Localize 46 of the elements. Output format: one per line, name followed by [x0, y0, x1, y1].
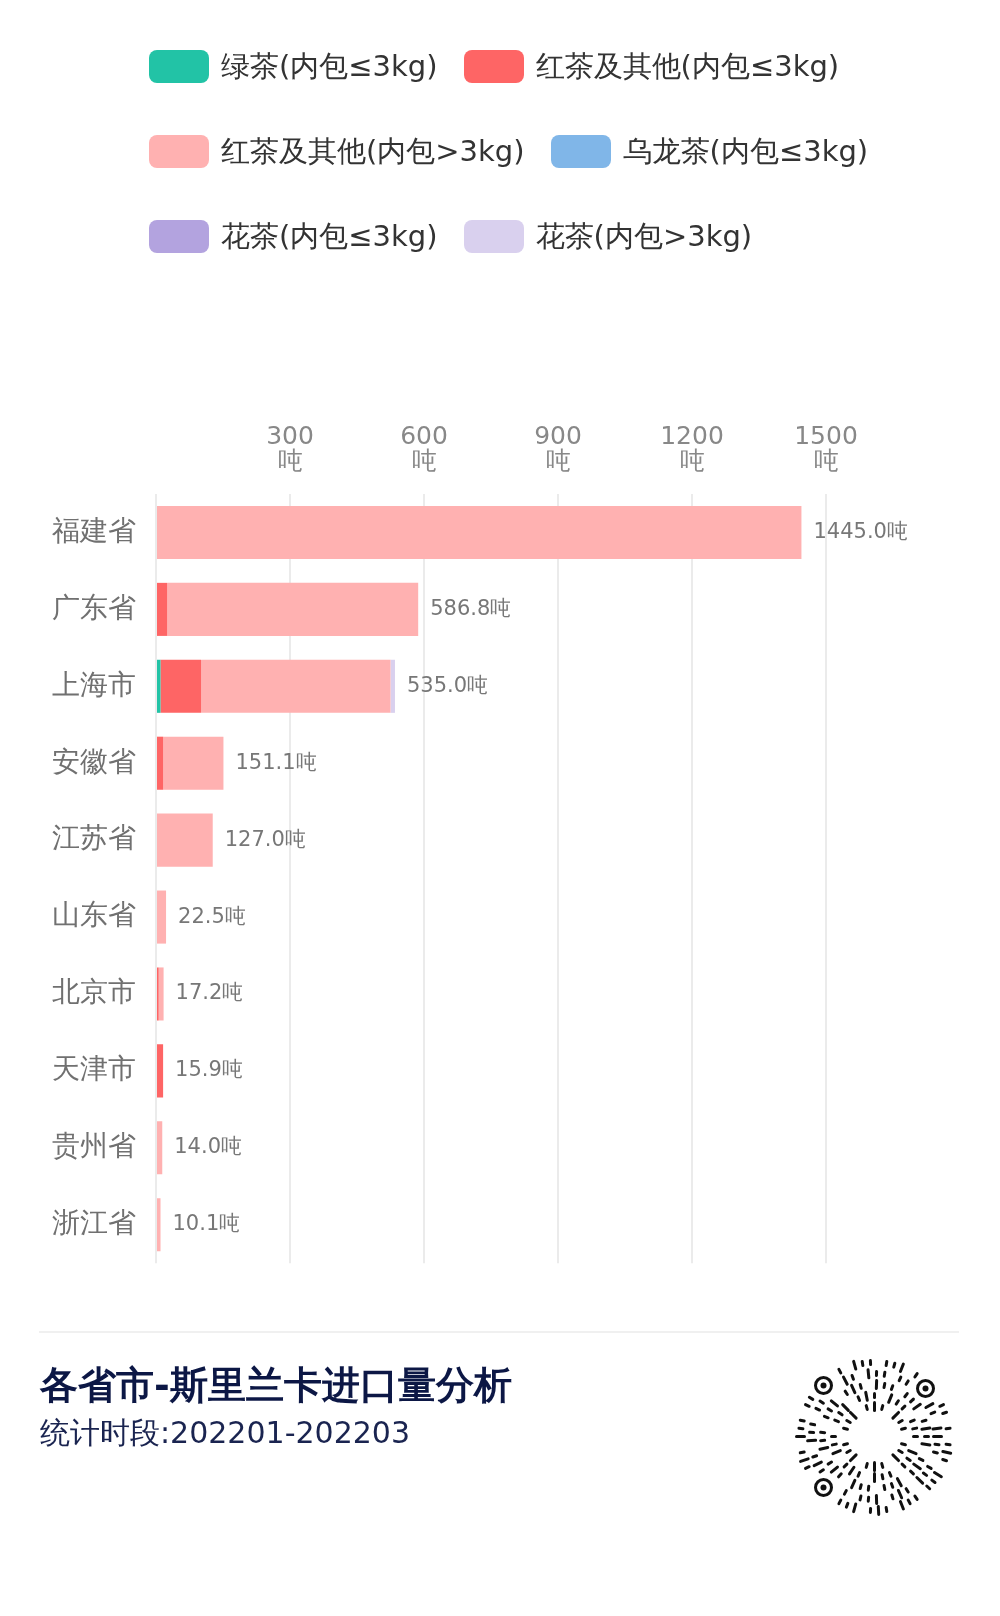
bar: [158, 967, 164, 1021]
bar: [163, 736, 224, 790]
y-tick-label: 上海市: [52, 667, 136, 701]
total-label: 151.1吨: [235, 749, 317, 774]
bar: [157, 582, 168, 636]
bar: [157, 505, 802, 559]
total-label: 22.5吨: [178, 903, 246, 928]
total-label: 10.1吨: [172, 1211, 241, 1236]
bar: [167, 582, 419, 636]
total-label: 586.8吨: [430, 595, 512, 620]
bar: [160, 659, 202, 713]
x-tick-label: 600 吨: [400, 420, 448, 475]
y-tick-label: 安徽省: [52, 744, 136, 778]
legend-label: 花茶(内包>3kg): [535, 219, 753, 253]
y-tick-label: 天津市: [52, 1052, 136, 1086]
bar: [201, 659, 391, 713]
text: 各省市-斯里兰卡进口量分析: [40, 1362, 512, 1408]
y-tick-label: 福建省: [52, 513, 136, 547]
y-tick-label: 北京市: [52, 975, 136, 1009]
x-tick-label: 1200 吨: [660, 420, 724, 475]
legend-label: 红茶及其他(内包>3kg): [221, 134, 525, 168]
bar: [157, 890, 167, 944]
y-tick-label: 浙江省: [52, 1206, 136, 1240]
x-tick-label: 300 吨: [266, 420, 314, 475]
legend-label: 花茶(内包≤3kg): [221, 219, 438, 253]
bar: [157, 1121, 163, 1175]
y-tick-label: 江苏省: [52, 821, 136, 855]
y-tick-label: 山东省: [52, 898, 136, 932]
legend-label: 绿茶(内包≤3kg): [221, 49, 438, 83]
total-label: 1445.0吨: [813, 518, 908, 543]
bar: [157, 736, 164, 790]
bar: [157, 1044, 164, 1098]
text: 统计时段:202201-202203: [40, 1415, 410, 1451]
total-label: 127.0吨: [224, 826, 306, 851]
total-label: 535.0吨: [406, 672, 489, 697]
legend-label: 乌龙茶(内包≤3kg): [622, 134, 869, 168]
x-tick-label: 900 吨: [534, 420, 582, 475]
total-label: 17.2吨: [175, 980, 244, 1005]
y-tick-label: 贵州省: [52, 1129, 136, 1163]
total-label: 15.9吨: [175, 1057, 243, 1082]
bar: [157, 813, 213, 867]
total-label: 14.0吨: [174, 1134, 243, 1159]
x-tick-label: 1500 吨: [794, 420, 858, 475]
y-tick-label: 广东省: [52, 590, 136, 624]
bar: [157, 1198, 161, 1252]
legend-label: 红茶及其他(内包≤3kg): [535, 49, 840, 83]
